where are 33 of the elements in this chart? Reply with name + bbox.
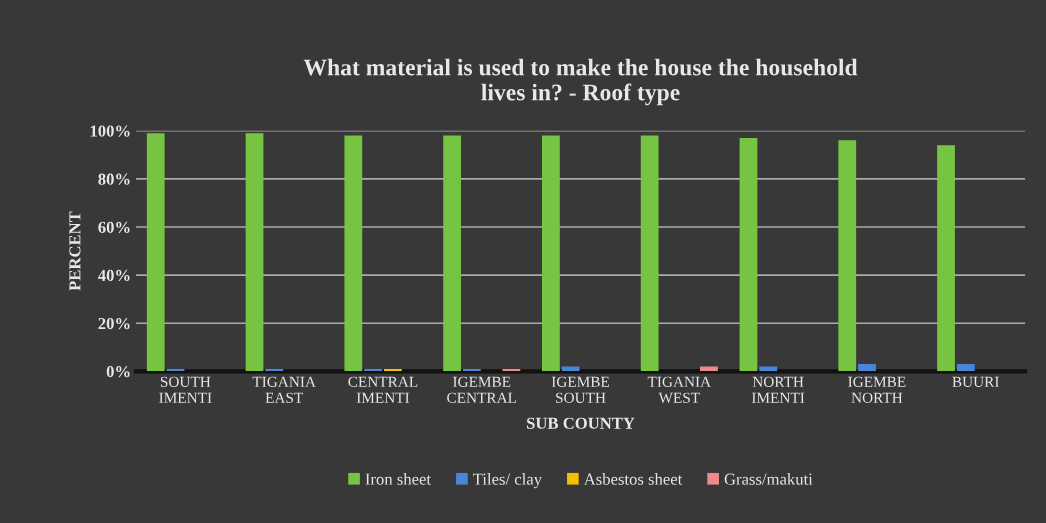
x-tick-label: BUURI — [952, 376, 999, 387]
x-tick-label: TIGANIA EAST — [252, 376, 316, 403]
legend-label: Iron sheet — [365, 473, 431, 485]
y-tick-label: 100% — [90, 125, 130, 137]
legend-label: Asbestos sheet — [583, 473, 683, 485]
x-tick-label: IGEMBE NORTH — [848, 376, 906, 403]
bar — [640, 135, 659, 372]
x-tick-label: SOUTH IMENTI — [159, 376, 212, 403]
x-tick-label: IGEMBE CENTRAL — [447, 376, 517, 403]
bar — [542, 135, 560, 372]
y-tick-label: 80% — [98, 173, 130, 185]
x-tick-label: CENTRAL IMENTI — [348, 376, 418, 403]
x-tick-label: NORTH IMENTI — [751, 376, 805, 403]
y-tick-label: 0% — [106, 366, 130, 378]
bar — [146, 133, 165, 372]
bar — [245, 133, 264, 372]
y-tick-label: 20% — [98, 317, 130, 330]
legend-label: Tiles/ clay — [473, 473, 542, 489]
bar — [838, 140, 857, 372]
bar — [858, 364, 876, 372]
y-tick-label: 60% — [98, 221, 130, 233]
legend-label: Grass/makuti — [724, 473, 813, 485]
y-tick-label: 40% — [98, 269, 130, 282]
bar — [937, 145, 955, 372]
bar — [443, 135, 461, 372]
bar — [344, 135, 363, 372]
x-axis-title: SUB COUNTY — [527, 417, 635, 429]
y-axis-title: PERCENT — [69, 211, 81, 291]
bar — [956, 364, 975, 372]
x-tick-label: TIGANIA WEST — [647, 376, 712, 403]
x-tick-label: IGEMBE SOUTH — [551, 376, 610, 403]
bar — [739, 137, 758, 372]
chart-title: What material is used to make the house the household lives in? - Roof type — [303, 58, 858, 106]
